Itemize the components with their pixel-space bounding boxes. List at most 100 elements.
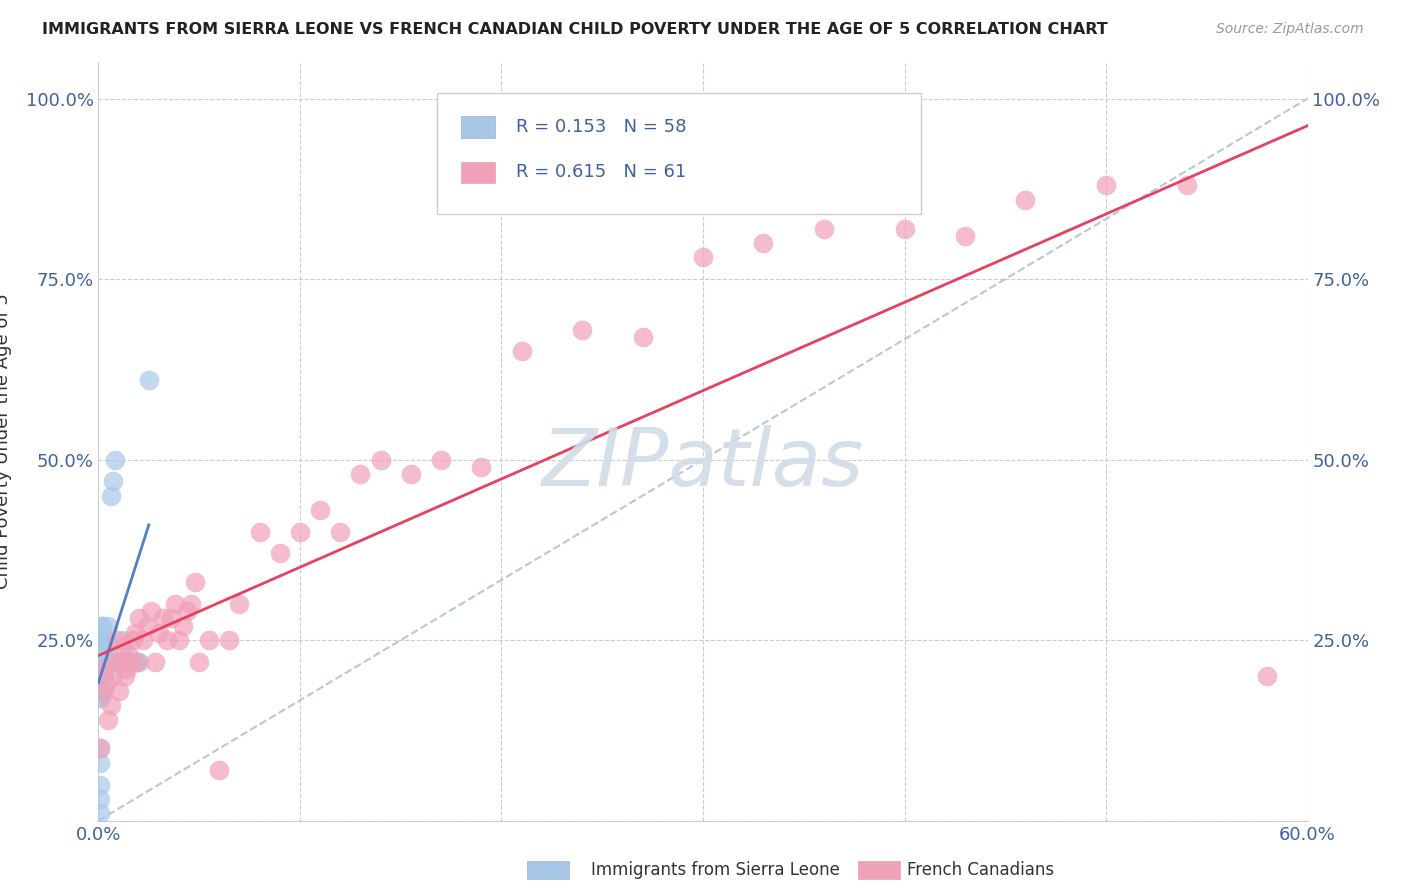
Text: French Canadians: French Canadians (907, 861, 1054, 879)
Point (120, 655, 142, 669)
Point (110, 655, 132, 669)
Point (89, 687, 111, 701)
Point (103, 452, 125, 467)
Point (156, 633, 179, 648)
Point (111, 640, 134, 655)
Point (89, 756, 111, 770)
Point (89, 683, 111, 698)
Point (470, 459, 492, 474)
Point (103, 655, 125, 669)
Point (89, 676, 111, 690)
Point (180, 597, 202, 611)
Point (89, 669, 111, 683)
Point (93, 655, 115, 669)
Y-axis label: Child Poverty Under the Age of 5: Child Poverty Under the Age of 5 (0, 293, 11, 590)
Point (93, 662, 115, 676)
Point (89, 655, 111, 669)
Point (91, 618, 114, 632)
Point (97, 618, 120, 632)
Point (430, 452, 453, 467)
Text: Source: ZipAtlas.com: Source: ZipAtlas.com (1216, 22, 1364, 37)
Point (89, 690, 111, 705)
Point (89, 640, 111, 655)
Point (1095, 178, 1118, 193)
Point (115, 655, 138, 669)
Point (218, 633, 240, 648)
Point (89, 662, 111, 676)
Point (97, 648, 120, 662)
Point (89, 648, 111, 662)
Point (121, 633, 143, 648)
Point (89, 662, 111, 676)
Point (249, 524, 271, 539)
FancyBboxPatch shape (461, 116, 495, 137)
Point (132, 633, 155, 648)
Text: R = 0.615   N = 61: R = 0.615 N = 61 (516, 163, 686, 181)
Point (118, 648, 141, 662)
Point (89, 741, 111, 756)
Point (91, 648, 114, 662)
Point (160, 611, 183, 625)
Point (89, 655, 111, 669)
Point (96, 655, 118, 669)
Point (100, 489, 122, 503)
Point (89, 806, 111, 821)
Point (148, 626, 170, 640)
Point (1256, 669, 1278, 683)
Point (91, 618, 114, 632)
Point (813, 221, 835, 235)
Point (96, 676, 118, 690)
Point (349, 467, 371, 481)
Point (1175, 178, 1198, 193)
Point (1014, 193, 1036, 207)
Point (188, 655, 211, 669)
Point (93, 669, 115, 683)
FancyBboxPatch shape (461, 161, 495, 183)
Point (208, 763, 231, 777)
Point (143, 655, 166, 669)
Point (91, 633, 114, 648)
Point (93, 683, 115, 698)
Point (138, 373, 160, 387)
Point (91, 640, 114, 655)
Point (100, 655, 122, 669)
Text: ZIPatlas: ZIPatlas (541, 425, 865, 503)
Point (167, 633, 190, 648)
Point (125, 655, 148, 669)
Point (89, 683, 111, 698)
Point (89, 792, 111, 806)
Point (124, 626, 146, 640)
Point (105, 633, 128, 648)
Point (370, 452, 392, 467)
Point (631, 330, 654, 344)
Point (101, 475, 124, 489)
Point (152, 611, 174, 625)
Point (107, 683, 129, 698)
Point (752, 235, 775, 250)
Point (111, 633, 134, 648)
Text: IMMIGRANTS FROM SIERRA LEONE VS FRENCH CANADIAN CHILD POVERTY UNDER THE AGE OF 5: IMMIGRANTS FROM SIERRA LEONE VS FRENCH C… (42, 22, 1108, 37)
Point (118, 655, 141, 669)
Point (100, 698, 122, 712)
Point (172, 618, 194, 632)
Point (89, 633, 111, 648)
Point (91, 683, 114, 698)
Point (89, 778, 111, 792)
Point (89, 648, 111, 662)
Point (163, 597, 186, 611)
Point (89, 690, 111, 705)
Point (139, 604, 162, 618)
Point (128, 655, 150, 669)
Point (89, 648, 111, 662)
Point (124, 655, 146, 669)
Point (97, 713, 120, 727)
Point (105, 655, 128, 669)
Point (115, 662, 138, 676)
Point (128, 611, 150, 625)
Point (198, 633, 221, 648)
Point (96, 633, 118, 648)
Point (329, 524, 352, 539)
Point (269, 546, 291, 560)
Point (91, 655, 114, 669)
Point (309, 503, 332, 517)
